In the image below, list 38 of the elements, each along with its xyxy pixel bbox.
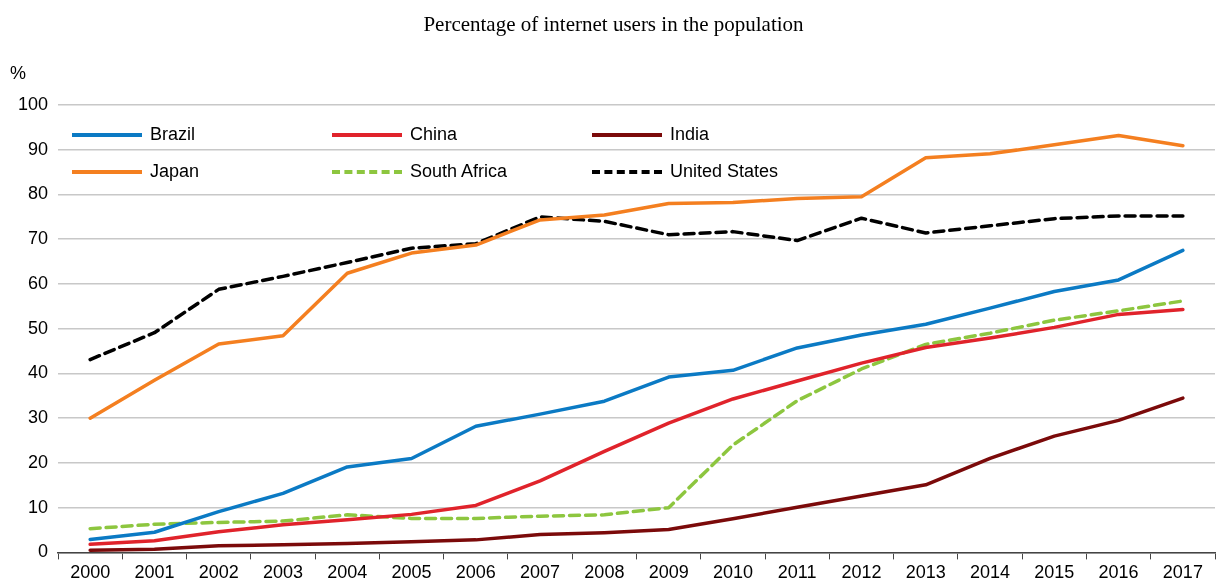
x-tick-label: 2011 xyxy=(777,562,817,583)
chart-title: Percentage of internet users in the population xyxy=(422,12,805,37)
x-tick-label: 2014 xyxy=(970,562,1011,583)
y-tick-label: 40 xyxy=(28,362,49,383)
x-tick-label: 2003 xyxy=(262,562,304,583)
legend-label: South Africa xyxy=(410,161,508,182)
x-tick-label: 2004 xyxy=(327,562,368,583)
y-tick-label: 50 xyxy=(28,317,49,338)
y-tick-label: 90 xyxy=(28,138,49,159)
legend-label: Japan xyxy=(150,161,200,182)
x-tick-label: 2015 xyxy=(1034,562,1075,583)
y-tick-label: 60 xyxy=(28,272,49,293)
x-tick-label: 2000 xyxy=(70,562,111,583)
y-tick-label: 30 xyxy=(28,407,49,428)
y-axis-title: % xyxy=(10,62,27,83)
y-tick-label: 0 xyxy=(38,541,49,562)
x-tick-label: 2009 xyxy=(648,562,689,583)
x-tick-label: 2016 xyxy=(1098,562,1139,583)
x-tick-label: 2006 xyxy=(455,562,496,583)
x-tick-label: 2012 xyxy=(841,562,882,583)
legend-label: United States xyxy=(670,161,779,182)
x-tick-label: 2001 xyxy=(134,562,175,583)
x-tick-label: 2005 xyxy=(391,562,432,583)
line-series xyxy=(88,214,1185,362)
x-tick-label: 2002 xyxy=(198,562,239,583)
x-tick-label: 2008 xyxy=(584,562,625,583)
legend-label: China xyxy=(410,124,458,145)
legend-label: Brazil xyxy=(150,124,196,145)
x-tick-label: 2010 xyxy=(712,562,753,583)
x-tick-label: 2013 xyxy=(905,562,946,583)
y-tick-label: 80 xyxy=(28,183,49,204)
legend-label: India xyxy=(670,124,710,145)
y-tick-label: 70 xyxy=(28,228,49,249)
y-tick-label: 10 xyxy=(28,496,49,517)
x-tick-label: 2017 xyxy=(1162,562,1203,583)
y-tick-label: 100 xyxy=(17,93,49,114)
x-tick-label: 2007 xyxy=(520,562,561,583)
y-tick-label: 20 xyxy=(28,451,49,472)
